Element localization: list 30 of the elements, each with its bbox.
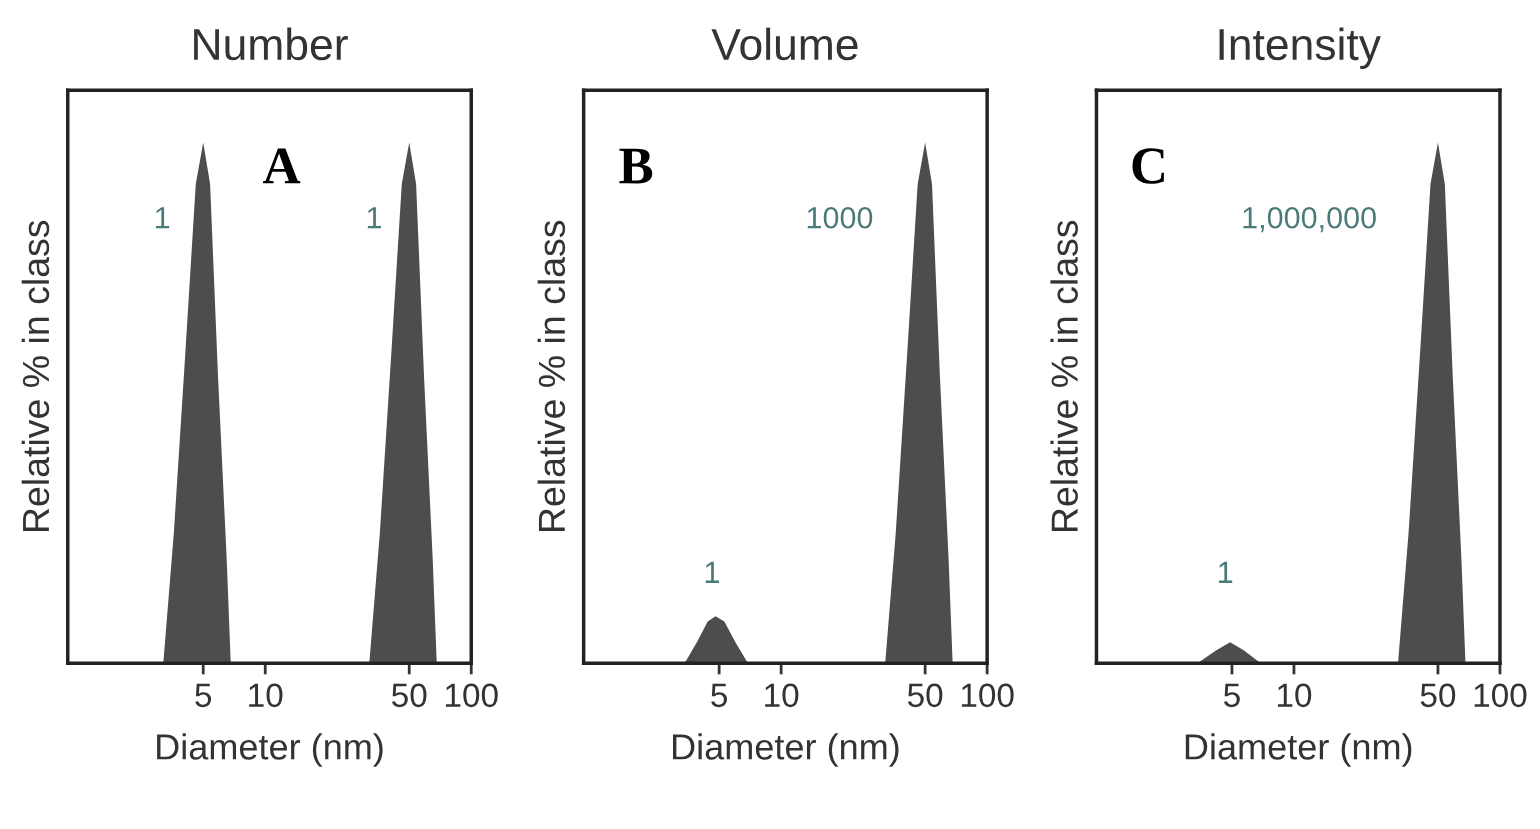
x-tick-label: 10 <box>249 683 283 708</box>
annotation: 1,000,000 <box>1243 206 1376 233</box>
x-tick-label: 10 <box>1277 683 1312 708</box>
y-axis-title: Relative % in class <box>537 220 566 532</box>
annotation: C <box>1132 148 1164 184</box>
x-tick-label: 50 <box>392 683 427 708</box>
annotation: 1000 <box>807 206 873 229</box>
x-tick-label: 5 <box>1224 683 1240 708</box>
annotation: A <box>263 148 301 184</box>
x-axis-title: Diameter (nm) <box>673 733 899 767</box>
x-axis-title: Diameter (nm) <box>1185 733 1412 767</box>
x-tick-label: 5 <box>195 683 212 708</box>
annotation: B <box>619 148 653 184</box>
annotation: 1 <box>1219 561 1233 583</box>
y-axis-title: Relative % in class <box>21 220 50 532</box>
chart-title: Volume <box>711 27 858 61</box>
chart-title: Intensity <box>1219 27 1381 70</box>
y-axis-title: Relative % in class <box>1050 220 1078 532</box>
x-axis-title: Diameter (nm) <box>157 733 383 767</box>
annotation: 1 <box>156 207 170 229</box>
annotation: 1 <box>705 561 719 583</box>
x-tick-label: 100 <box>961 683 1014 708</box>
x-tick-label: 100 <box>445 683 498 708</box>
x-tick-label: 100 <box>1474 683 1527 708</box>
x-tick-label: 50 <box>1420 683 1456 708</box>
x-tick-label: 5 <box>711 683 727 708</box>
annotation: 1 <box>367 207 382 229</box>
x-tick-label: 50 <box>907 683 943 708</box>
x-tick-label: 10 <box>765 683 799 708</box>
chart-title: Number <box>194 27 348 61</box>
